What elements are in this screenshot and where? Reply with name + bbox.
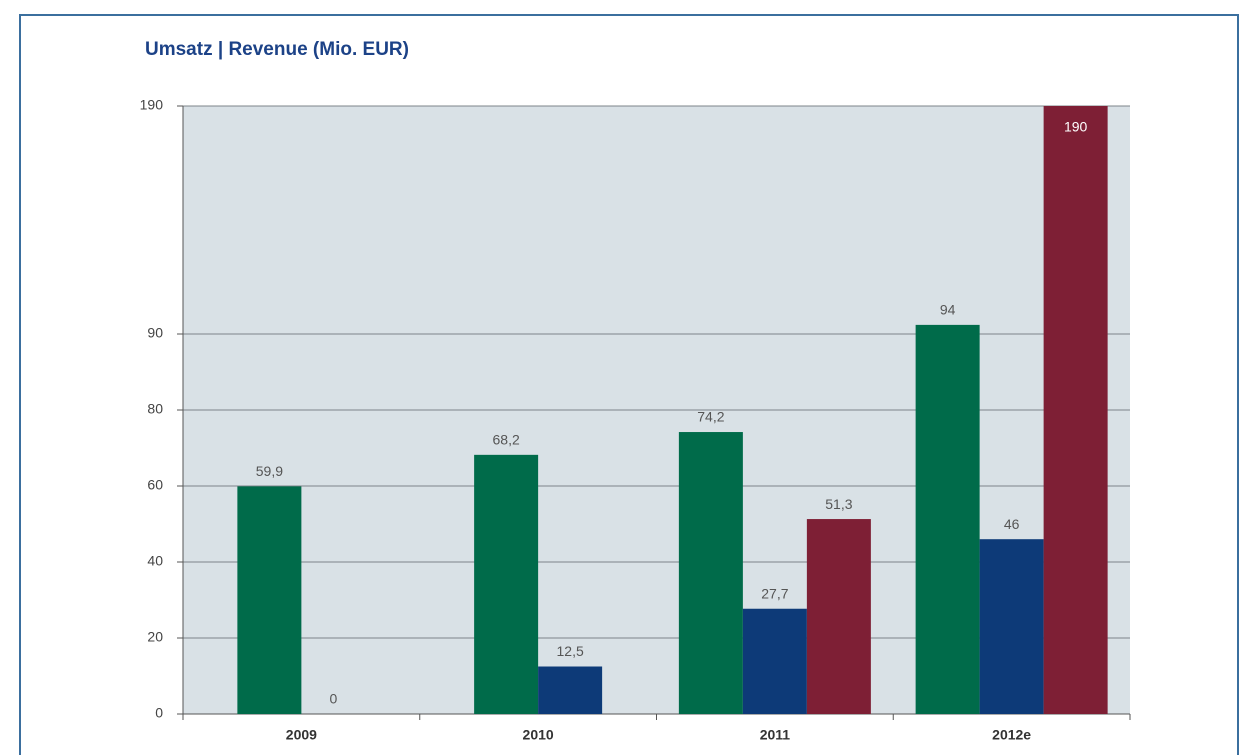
bar: [678, 432, 743, 714]
y-tick-label: 90: [147, 325, 163, 341]
bar: [979, 539, 1044, 714]
bar: [915, 324, 980, 714]
bar: [806, 519, 871, 714]
value-label: 51,3: [825, 496, 852, 512]
value-label: 46: [1004, 516, 1020, 532]
value-label: 59,9: [256, 463, 283, 479]
chart-title: Umsatz | Revenue (Mio. EUR): [145, 39, 409, 60]
y-tick-label: 80: [147, 401, 163, 417]
value-label: 12,5: [557, 643, 584, 659]
bar: [742, 608, 807, 714]
value-label: 0: [329, 691, 337, 707]
bar: [237, 486, 302, 714]
x-tick-label: 2012e: [992, 727, 1031, 743]
y-tick-label: 190: [140, 97, 164, 113]
y-tick-label: 40: [147, 553, 163, 569]
value-label: 68,2: [493, 432, 520, 448]
y-tick-label: 0: [155, 705, 163, 721]
value-label: 74,2: [697, 409, 724, 425]
x-tick-label: 2009: [286, 727, 317, 743]
x-tick-label: 2010: [523, 727, 554, 743]
bar: [474, 454, 539, 714]
bar: [538, 666, 603, 714]
y-tick-label: 60: [147, 477, 163, 493]
value-label: 190: [1064, 119, 1088, 135]
y-tick-label: 20: [147, 629, 163, 645]
x-tick-label: 2011: [760, 727, 791, 743]
value-label: 27,7: [761, 585, 788, 601]
bar: [1043, 106, 1108, 714]
value-label: 94: [940, 302, 956, 318]
